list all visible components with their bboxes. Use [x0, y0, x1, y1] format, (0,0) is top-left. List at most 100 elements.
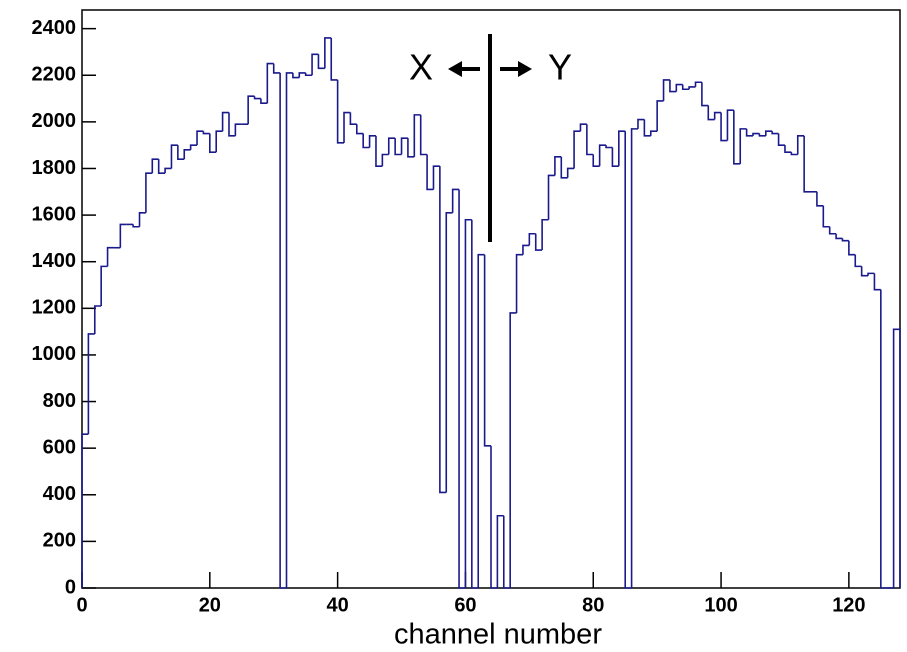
- x-tick-label: 100: [704, 594, 737, 616]
- histogram-bin: [630, 128, 638, 588]
- histogram-bin: [566, 167, 575, 178]
- y-tick-label: 1000: [32, 343, 77, 365]
- histogram-bin: [362, 133, 370, 149]
- y-tick-label: 1800: [32, 157, 77, 179]
- histogram-bin: [471, 219, 479, 589]
- x-axis-label: channel number: [394, 619, 602, 651]
- histogram-bin: [119, 223, 127, 248]
- histogram-bin: [796, 135, 805, 155]
- histogram-bin: [541, 218, 549, 251]
- histogram-bin: [560, 156, 568, 179]
- histogram-bin: [349, 112, 357, 126]
- histogram-bin: [892, 328, 901, 588]
- histogram-bin: [464, 218, 472, 588]
- y-tick-label: 0: [65, 576, 76, 598]
- histogram-bin: [509, 312, 517, 588]
- histogram-bin: [675, 83, 683, 92]
- histogram-bin: [132, 224, 140, 228]
- histogram-bin: [426, 154, 434, 191]
- histogram-bin: [451, 188, 460, 213]
- histogram-bin: [701, 82, 709, 107]
- histogram-bin: [515, 253, 523, 313]
- histogram-bin: [841, 238, 849, 242]
- histogram-bin: [592, 154, 600, 167]
- y-tick-label: 400: [43, 483, 76, 505]
- histogram-bin: [215, 130, 223, 153]
- histogram-bin: [202, 131, 210, 135]
- histogram-bin: [151, 158, 159, 174]
- histogram-bin: [688, 86, 696, 90]
- histogram-bin: [643, 119, 651, 137]
- x-tick-label: 60: [454, 594, 476, 616]
- histogram-bin: [407, 138, 415, 158]
- arrow-right-head: [518, 61, 532, 77]
- histogram-bin: [637, 118, 645, 129]
- histogram-bin: [93, 305, 102, 334]
- histogram-bin: [522, 244, 530, 255]
- histogram-bin: [490, 445, 498, 589]
- histogram-bin: [458, 189, 466, 589]
- y-tick-label: 2400: [32, 17, 77, 39]
- histogram-bin: [713, 111, 722, 120]
- histogram-bin: [272, 63, 281, 74]
- histogram-bin: [413, 114, 421, 157]
- histogram-bin: [145, 172, 153, 213]
- histogram-bin: [816, 191, 824, 207]
- histogram-bin: [483, 254, 491, 447]
- histogram-bin: [432, 165, 440, 190]
- histogram-bin: [234, 123, 242, 136]
- histogram-bin: [681, 84, 690, 91]
- histogram-bin: [394, 138, 402, 156]
- histogram-bin: [477, 253, 485, 588]
- histogram-bin: [752, 132, 760, 136]
- histogram-bin: [835, 233, 843, 240]
- histogram-bin: [586, 124, 594, 156]
- histogram-bin: [317, 54, 325, 70]
- arrow-left-head: [448, 61, 462, 77]
- histogram-bin: [656, 100, 664, 132]
- histogram-bin: [247, 95, 255, 125]
- histogram-bin: [157, 159, 166, 174]
- histogram-bin: [279, 72, 287, 589]
- histogram-bin: [598, 144, 607, 167]
- histogram-bin: [528, 232, 536, 246]
- histogram-bin: [880, 289, 888, 589]
- histogram-bin: [196, 130, 204, 146]
- y-tick-label: 2200: [32, 64, 77, 86]
- histogram-bin: [400, 137, 408, 155]
- histogram-bin: [611, 147, 619, 167]
- histogram-bin: [669, 79, 677, 93]
- histogram-bin: [324, 37, 332, 69]
- histogram-bin: [502, 515, 511, 589]
- histogram-bin: [292, 72, 300, 79]
- y-tick-label: 600: [43, 436, 76, 458]
- histogram-bin: [266, 62, 274, 104]
- histogram-bin: [554, 156, 562, 176]
- histogram-bin: [867, 272, 875, 276]
- histogram-bin: [183, 149, 191, 160]
- histogram-bin: [170, 144, 178, 169]
- annotation-x: X: [409, 47, 433, 88]
- histogram-bin: [784, 145, 792, 153]
- histogram-bin: [764, 130, 773, 136]
- histogram-bin: [822, 205, 830, 228]
- histogram-bin: [790, 152, 798, 156]
- histogram-bin: [873, 273, 881, 291]
- histogram-bin: [311, 53, 319, 76]
- histogram-bin: [106, 246, 114, 267]
- histogram-bin: [618, 130, 626, 167]
- histogram-bin: [368, 135, 376, 148]
- histogram-bin: [573, 130, 581, 169]
- histogram-bin: [209, 133, 217, 153]
- histogram-bin: [745, 128, 754, 137]
- histogram-bin: [100, 265, 108, 306]
- histogram-bin: [253, 96, 261, 100]
- histogram-bin: [739, 128, 747, 164]
- histogram-bin: [164, 167, 172, 174]
- histogram-bin: [733, 110, 741, 165]
- histogram-bin: [304, 72, 313, 77]
- histogram-bin: [662, 79, 670, 101]
- histogram-bin: [330, 37, 338, 81]
- histogram-bin: [496, 514, 504, 588]
- histogram-bin: [605, 145, 613, 149]
